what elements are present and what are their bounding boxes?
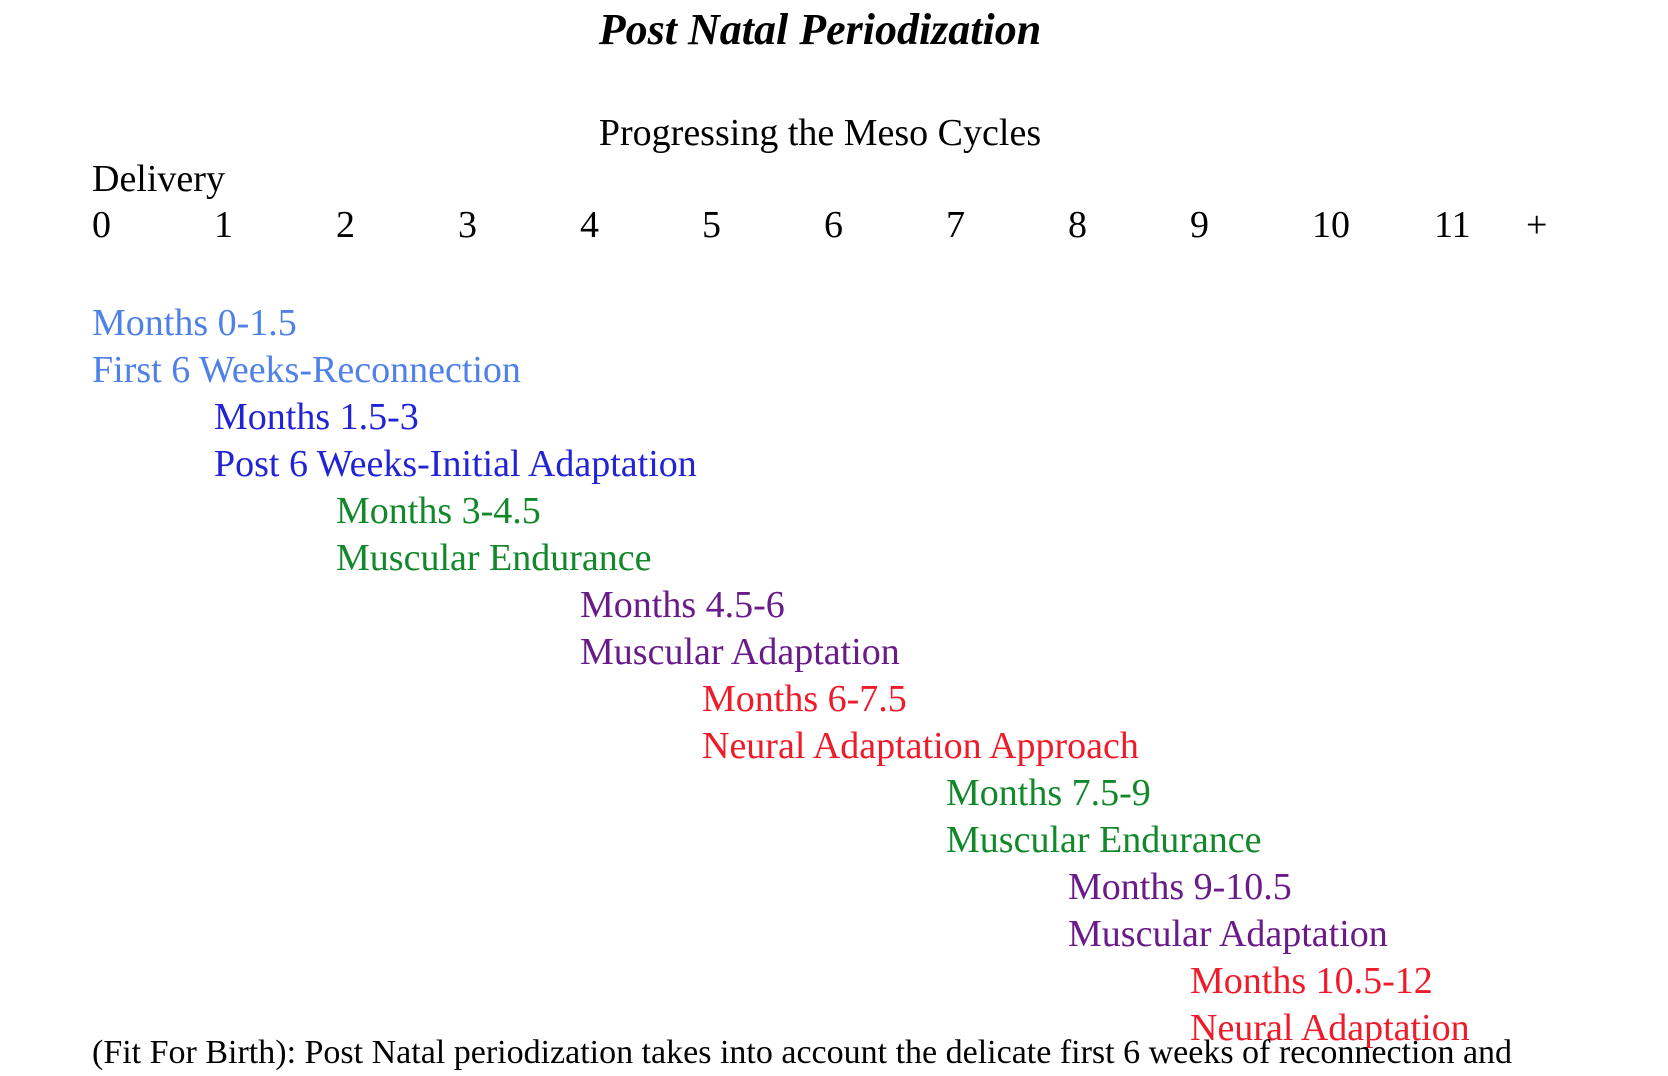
phase-months: Months 9-10.5 bbox=[1068, 866, 1292, 908]
phase-name: Neural Adaptation bbox=[1190, 1007, 1470, 1049]
phase-name: Muscular Endurance bbox=[946, 819, 1262, 861]
delivery-label: Delivery bbox=[92, 158, 225, 200]
timeline-tick: 5 bbox=[702, 204, 721, 246]
phase-name: Post 6 Weeks-Initial Adaptation bbox=[214, 443, 697, 485]
timeline-tick: 3 bbox=[458, 204, 477, 246]
phase-name: First 6 Weeks-Reconnection bbox=[92, 349, 521, 391]
phase-name: Muscular Endurance bbox=[336, 537, 652, 579]
phase-months: Months 0-1.5 bbox=[92, 302, 297, 344]
phase-name: Neural Adaptation Approach bbox=[702, 725, 1139, 767]
page-title: Post Natal Periodization bbox=[598, 5, 1042, 54]
timeline-tick: 0 bbox=[92, 204, 111, 246]
phase-months: Months 1.5-3 bbox=[214, 396, 419, 438]
footer-text: (Fit For Birth): Post Natal periodizatio… bbox=[92, 1034, 1513, 1071]
phase-name: Muscular Adaptation bbox=[1068, 913, 1388, 955]
timeline-tick: 2 bbox=[336, 204, 355, 246]
phase-months: Months 7.5-9 bbox=[946, 772, 1151, 814]
timeline-tick: 7 bbox=[946, 204, 965, 246]
phase-months: Months 6-7.5 bbox=[702, 678, 907, 720]
timeline-tick: 11 bbox=[1434, 204, 1471, 246]
phase-months: Months 10.5-12 bbox=[1190, 960, 1433, 1002]
timeline-tick: 9 bbox=[1190, 204, 1209, 246]
timeline-tick: 10 bbox=[1312, 204, 1350, 246]
timeline-tick: 1 bbox=[214, 204, 233, 246]
page-subtitle: Progressing the Meso Cycles bbox=[598, 112, 1042, 154]
phase-months: Months 4.5-6 bbox=[580, 584, 785, 626]
phase-months: Months 3-4.5 bbox=[336, 490, 541, 532]
timeline-tick: 4 bbox=[580, 204, 599, 246]
timeline-tick: 6 bbox=[824, 204, 843, 246]
phase-name: Muscular Adaptation bbox=[580, 631, 900, 673]
timeline-tick: 8 bbox=[1068, 204, 1087, 246]
timeline-tick: + bbox=[1526, 204, 1548, 246]
